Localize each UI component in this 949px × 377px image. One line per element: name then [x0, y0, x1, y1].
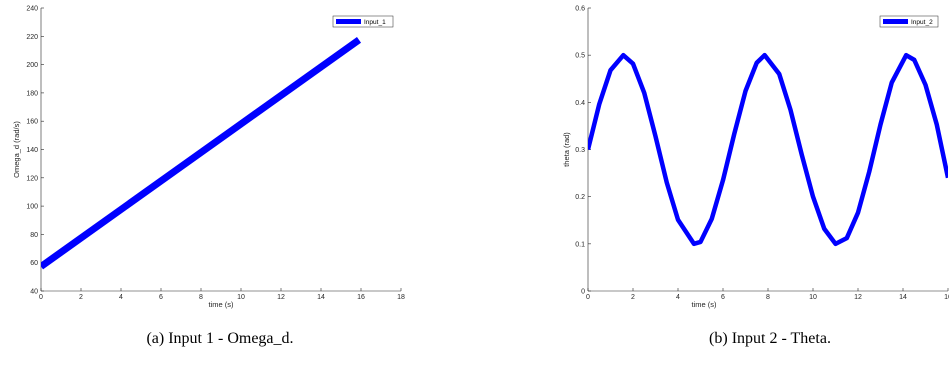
chart-theta: 0 2 4 6 8 10 12 14 16 0 0.1 0.2 0.3 0.4 0.5 0.6 time (s)…	[562, 6, 949, 310]
caption-omega-d: (a) Input 1 - Omega_d.	[146, 330, 294, 347]
x-tick-label: 8	[766, 294, 770, 301]
x-tick-label: 16	[944, 294, 949, 301]
y-tick-label: 200	[26, 62, 38, 69]
y-tick-label: 40	[30, 289, 38, 296]
x-tick-label: 8	[199, 294, 203, 301]
y-tick-label: 160	[26, 119, 38, 126]
y-tick-label: 120	[26, 175, 38, 182]
x-tick-label: 0	[586, 294, 590, 301]
series-line	[588, 52, 948, 247]
y-tick-label: 140	[26, 147, 38, 154]
y-axis-label: Omega_d (rad/s)	[12, 121, 21, 178]
x-axis-label: time (s)	[692, 300, 718, 309]
legend-box	[879, 15, 939, 28]
y-tick-label: 0.1	[575, 241, 585, 248]
x-tick-label: 6	[721, 294, 725, 301]
x-tick-label: 12	[277, 294, 285, 301]
y-tick-label: 60	[30, 260, 38, 267]
legend-label: Input_2	[911, 19, 933, 26]
y-axis-label: theta (rad)	[562, 132, 571, 167]
x-tick-label: 2	[79, 294, 83, 301]
y-tick-label: 0.3	[575, 147, 585, 154]
series-line	[41, 36, 362, 270]
y-tick-label: 0	[581, 289, 585, 296]
y-tick-label: 220	[26, 34, 38, 41]
x-tick-label: 4	[119, 294, 123, 301]
caption-theta: (b) Input 2 - Theta.	[709, 330, 831, 347]
x-tick-label: 6	[159, 294, 163, 301]
y-tick-label: 100	[26, 204, 38, 211]
x-tick-label: 16	[357, 294, 365, 301]
x-tick-label: 2	[631, 294, 635, 301]
x-axis-label: time (s)	[209, 300, 235, 309]
x-tick-label: 14	[317, 294, 325, 301]
chart-omega-d: 0 2 4 6 8 10 12 14 16 18 40 60 80 100 120 140 160 180 200 2…	[12, 6, 405, 310]
x-tick-label: 14	[899, 294, 907, 301]
x-tick-label: 0	[39, 294, 43, 301]
y-tick-label: 0.6	[575, 6, 585, 13]
y-tick-label: 0.5	[575, 53, 585, 60]
x-tick-label: 4	[676, 294, 680, 301]
y-tick-label: 80	[30, 232, 38, 239]
legend-box	[332, 15, 394, 28]
y-tick-label: 0.4	[575, 100, 585, 107]
legend-label: Input_1	[364, 19, 386, 26]
y-tick-label: 240	[26, 6, 38, 13]
y-tick-label: 180	[26, 90, 38, 97]
x-tick-label: 10	[237, 294, 245, 301]
x-tick-label: 18	[397, 294, 405, 301]
y-tick-label: 0.2	[575, 194, 585, 201]
x-tick-label: 10	[809, 294, 817, 301]
x-tick-label: 12	[854, 294, 862, 301]
